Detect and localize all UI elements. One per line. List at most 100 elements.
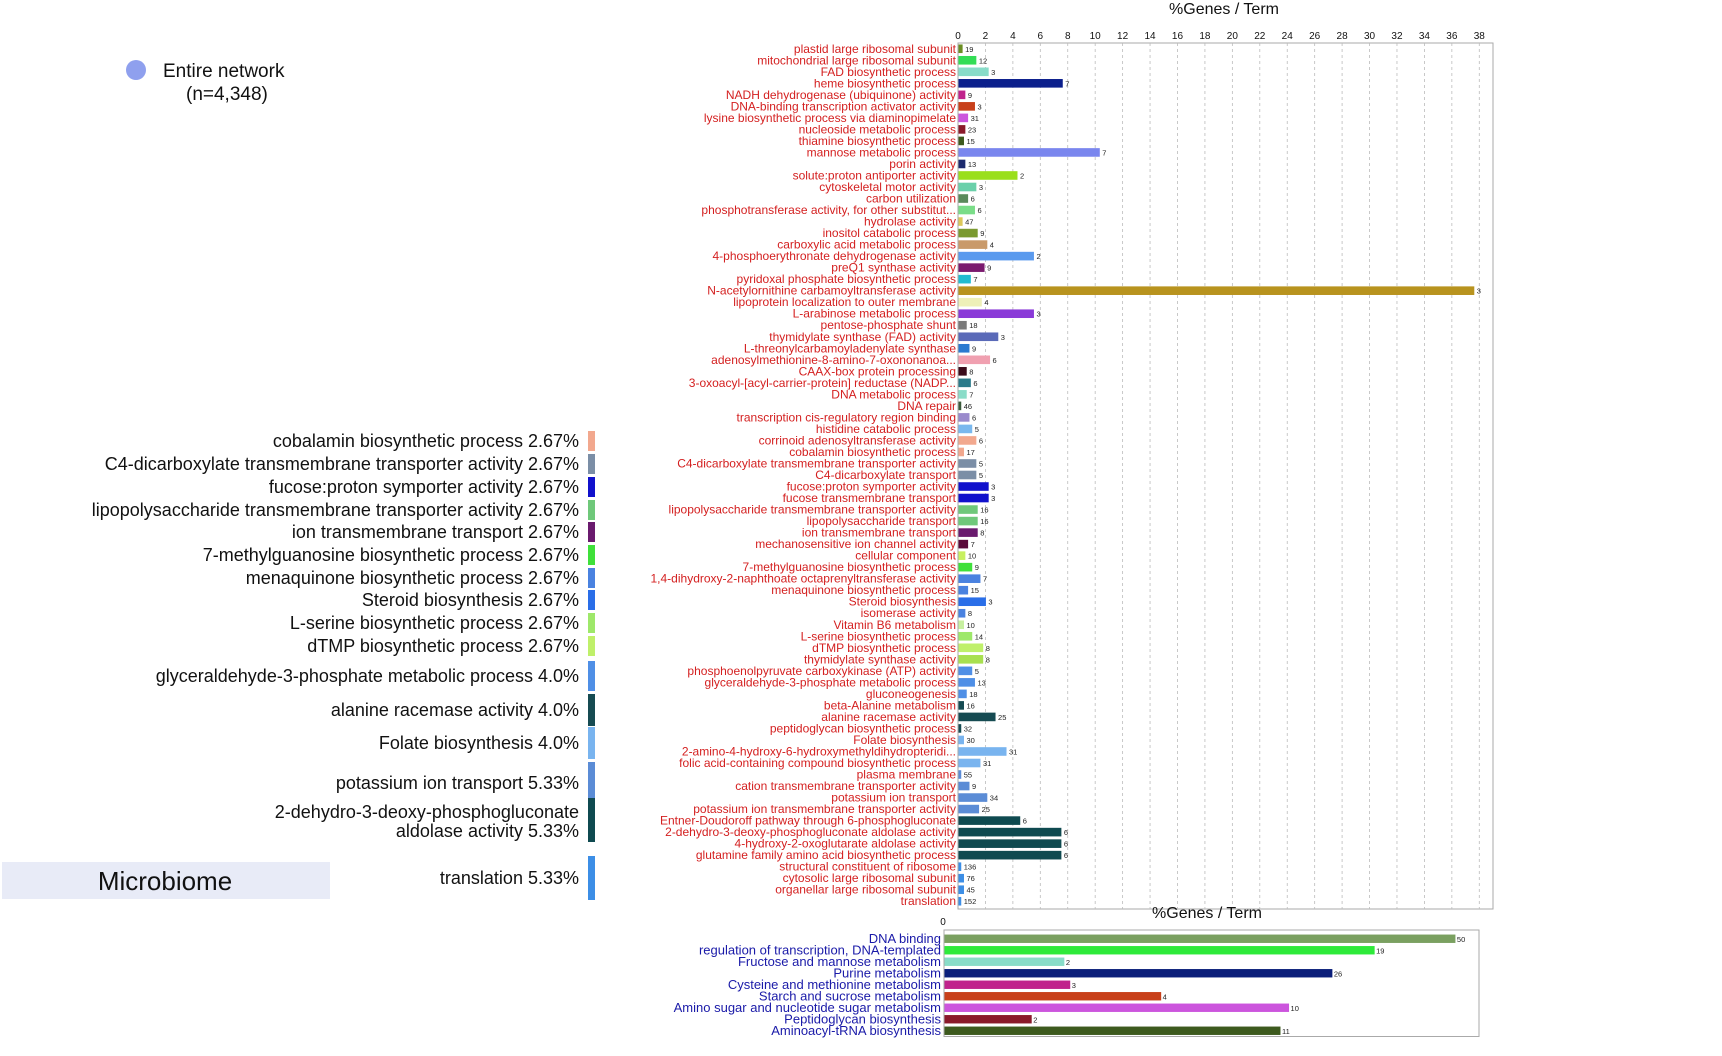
main-category-label: 3-oxoacyl-[acyl-carrier-protein] reducta…: [689, 376, 956, 390]
main-category-label: lipopolysaccharide transmembrane transpo…: [669, 503, 956, 517]
bottom-chart-title: %Genes / Term: [1152, 905, 1262, 922]
pie-legend-label: L-serine biosynthetic process 2.67%: [290, 613, 579, 633]
bottom-category-label: Peptidoglycan biosynthesis: [784, 1011, 941, 1026]
main-category-label: DNA metabolic process: [831, 387, 956, 401]
main-category-label: L-arabinose metabolic process: [793, 307, 956, 321]
main-bar-count: 5: [979, 459, 983, 468]
main-bar: [958, 297, 982, 307]
main-category-label: plasma membrane: [857, 768, 957, 782]
main-bar: [958, 816, 1021, 825]
main-category-label: thiamine biosynthetic process: [799, 134, 956, 148]
main-category-label: fucose:proton symporter activity: [787, 480, 956, 494]
main-category-label: gluconeogenesis: [866, 687, 956, 701]
main-bar: [958, 182, 977, 192]
main-bar: [958, 355, 991, 365]
main-category-label: fucose transmembrane transport: [783, 491, 957, 505]
pie-legend-swatch: [588, 856, 595, 900]
main-bar: [958, 793, 988, 802]
main-category-label: lysine biosynthetic process via diaminop…: [704, 111, 956, 125]
main-bar: [958, 436, 977, 445]
main-x-tick-label: 18: [1199, 31, 1211, 42]
main-bar: [958, 263, 985, 272]
main-bar-count: 3: [1001, 333, 1005, 342]
main-bar: [958, 44, 963, 54]
pie-legend-swatch: [588, 568, 595, 588]
bottom-chart-frame: [943, 929, 1480, 1037]
main-bar-count: 46: [964, 402, 972, 411]
main-bar-count: 16: [980, 517, 988, 526]
main-bar: [958, 332, 999, 342]
bottom-bar-count: 19: [1376, 946, 1384, 955]
main-bar: [958, 90, 966, 100]
main-bar-count: 6: [1064, 851, 1068, 860]
main-bar: [958, 850, 1062, 860]
main-bar: [958, 862, 962, 871]
main-bar: [958, 585, 969, 595]
main-bar: [958, 148, 1100, 157]
main-x-tick-label: 14: [1144, 31, 1156, 42]
main-bar-count: 9: [968, 91, 972, 100]
main-bar-count: 3: [991, 68, 995, 77]
main-x-tick-label: 32: [1391, 31, 1403, 42]
main-category-label: glutamine family amino acid biosynthetic…: [696, 848, 956, 862]
main-bar-count: 6: [1064, 840, 1068, 849]
main-bar: [958, 240, 988, 249]
main-bar: [958, 505, 978, 514]
main-category-label: FAD biosynthetic process: [821, 65, 956, 79]
main-bar: [958, 631, 973, 641]
main-category-label: preQ1 synthase activity: [831, 261, 956, 275]
main-bar-count: 7: [1102, 148, 1106, 157]
main-bar: [958, 401, 962, 411]
main-bar-count: 6: [973, 379, 977, 388]
main-category-label: beta-Alanine metabolism: [824, 698, 956, 712]
main-bar: [958, 447, 964, 457]
main-category-label: pyridoxal phosphate biosynthetic process: [737, 272, 956, 286]
main-bar: [958, 228, 978, 238]
main-category-label: potassium ion transmembrane transporter …: [693, 802, 956, 816]
network-legend-count: (n=4,348): [186, 84, 268, 105]
main-bar: [958, 136, 964, 146]
bottom-bar-count: 4: [1163, 992, 1167, 1001]
main-bar: [958, 159, 966, 169]
main-bar-count: 6: [971, 195, 975, 204]
main-category-label: inositol catabolic process: [823, 226, 956, 240]
main-bar: [958, 205, 975, 215]
main-bar: [958, 666, 973, 676]
main-category-label: pentose-phosphate shunt: [821, 318, 957, 332]
bottom-bar: [944, 957, 1065, 966]
main-x-tick-label: 2: [983, 31, 989, 42]
pie-legend-swatch: [588, 590, 595, 610]
main-bar-count: 4: [984, 298, 988, 307]
main-bar-count: 8: [969, 367, 973, 376]
main-bar-count: 19: [965, 45, 973, 54]
main-category-label: translation: [901, 894, 956, 908]
main-bar-count: 6: [977, 206, 981, 215]
main-bar-count: 55: [964, 771, 972, 780]
main-bar: [958, 597, 986, 607]
main-bar-count: 9: [987, 264, 991, 273]
main-bar-count: 10: [968, 552, 976, 561]
main-x-tick-label: 38: [1474, 31, 1486, 42]
main-bar: [958, 251, 1034, 261]
main-category-label: N-acetylornithine carbamoyltransferase a…: [707, 284, 956, 298]
main-bar-count: 15: [966, 137, 974, 146]
main-bar: [958, 678, 975, 687]
main-category-label: DNA-binding transcription activator acti…: [731, 99, 956, 113]
main-bar-count: 3: [977, 102, 981, 111]
bottom-bar: [944, 969, 1333, 978]
bottom-bar-count: 2: [1033, 1015, 1037, 1024]
main-bar-count: 9: [975, 563, 979, 572]
main-bar: [958, 620, 964, 630]
pie-legend-label: alanine racemase activity 4.0%: [331, 700, 579, 720]
main-bar-count: 23: [968, 125, 976, 134]
bottom-bar-count: 2: [1066, 958, 1070, 967]
main-category-label: 2-amino-4-hydroxy-6-hydroxymethyldihydro…: [682, 744, 956, 758]
main-category-label: DNA repair: [897, 399, 956, 413]
pie-legend-swatch: [588, 454, 595, 474]
main-bar: [958, 735, 964, 745]
main-bar: [958, 343, 970, 353]
main-bar: [958, 804, 980, 814]
bottom-bar-count: 50: [1457, 935, 1465, 944]
main-category-label: C4-dicarboxylate transmembrane transport…: [677, 456, 956, 470]
main-category-label: alanine racemase activity: [821, 710, 956, 724]
